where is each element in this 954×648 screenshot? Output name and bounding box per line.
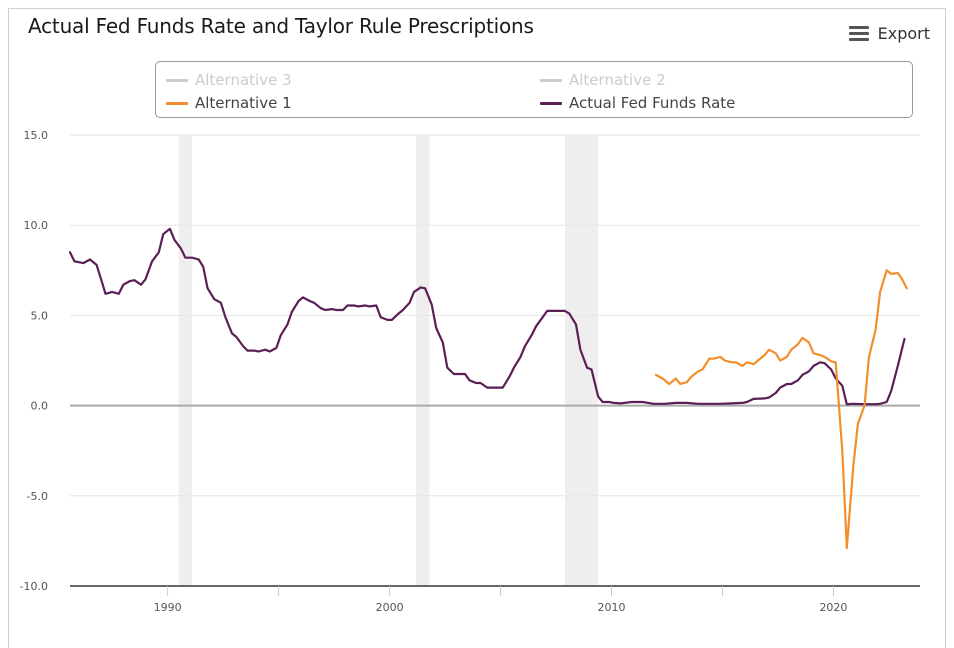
chart-title: Actual Fed Funds Rate and Taylor Rule Pr… xyxy=(28,14,534,38)
x-tick-label: 2020 xyxy=(819,601,847,614)
legend-label: Alternative 1 xyxy=(195,94,292,112)
chart-container xyxy=(8,8,946,648)
export-button[interactable]: Export xyxy=(848,24,930,43)
recession-band xyxy=(178,135,193,586)
legend-label: Alternative 3 xyxy=(195,71,292,89)
legend-label: Actual Fed Funds Rate xyxy=(569,94,736,112)
legend-item-alternative-1[interactable]: Alternative 1 xyxy=(166,94,292,112)
legend-swatch xyxy=(166,101,188,105)
x-tick-label: 2010 xyxy=(598,601,626,614)
x-tick-label: 2000 xyxy=(376,601,404,614)
legend-label: Alternative 2 xyxy=(569,71,666,89)
series-line-alternative-1 xyxy=(654,269,908,550)
legend-swatch xyxy=(166,78,188,82)
y-tick-label: 0.0 xyxy=(31,400,49,413)
y-tick-label: 10.0 xyxy=(24,219,49,232)
line-chart: -10.0 -5.0 0.0 5.0 10.0 15.0 1990 2000 2010 2020 xyxy=(20,129,920,614)
legend-swatch xyxy=(540,101,562,105)
export-label: Export xyxy=(877,24,930,43)
hamburger-menu-icon xyxy=(848,26,869,41)
recession-band xyxy=(416,135,430,586)
legend-swatch xyxy=(540,78,562,82)
series-line-actual-fed-funds-rate xyxy=(68,227,906,406)
legend-item-actual-fed-funds-rate[interactable]: Actual Fed Funds Rate xyxy=(540,94,735,112)
y-tick-label: 5.0 xyxy=(31,309,49,322)
chart-legend: Alternative 3 Alternative 2 Alternative … xyxy=(155,61,913,118)
x-tick-label: 1990 xyxy=(154,601,182,614)
legend-item-alternative-3[interactable]: Alternative 3 xyxy=(166,71,292,89)
recession-band xyxy=(564,135,599,586)
y-tick-label: -5.0 xyxy=(27,490,48,503)
legend-item-alternative-2[interactable]: Alternative 2 xyxy=(540,71,666,89)
y-tick-label: -10.0 xyxy=(20,580,48,593)
y-tick-label: 15.0 xyxy=(24,129,49,142)
